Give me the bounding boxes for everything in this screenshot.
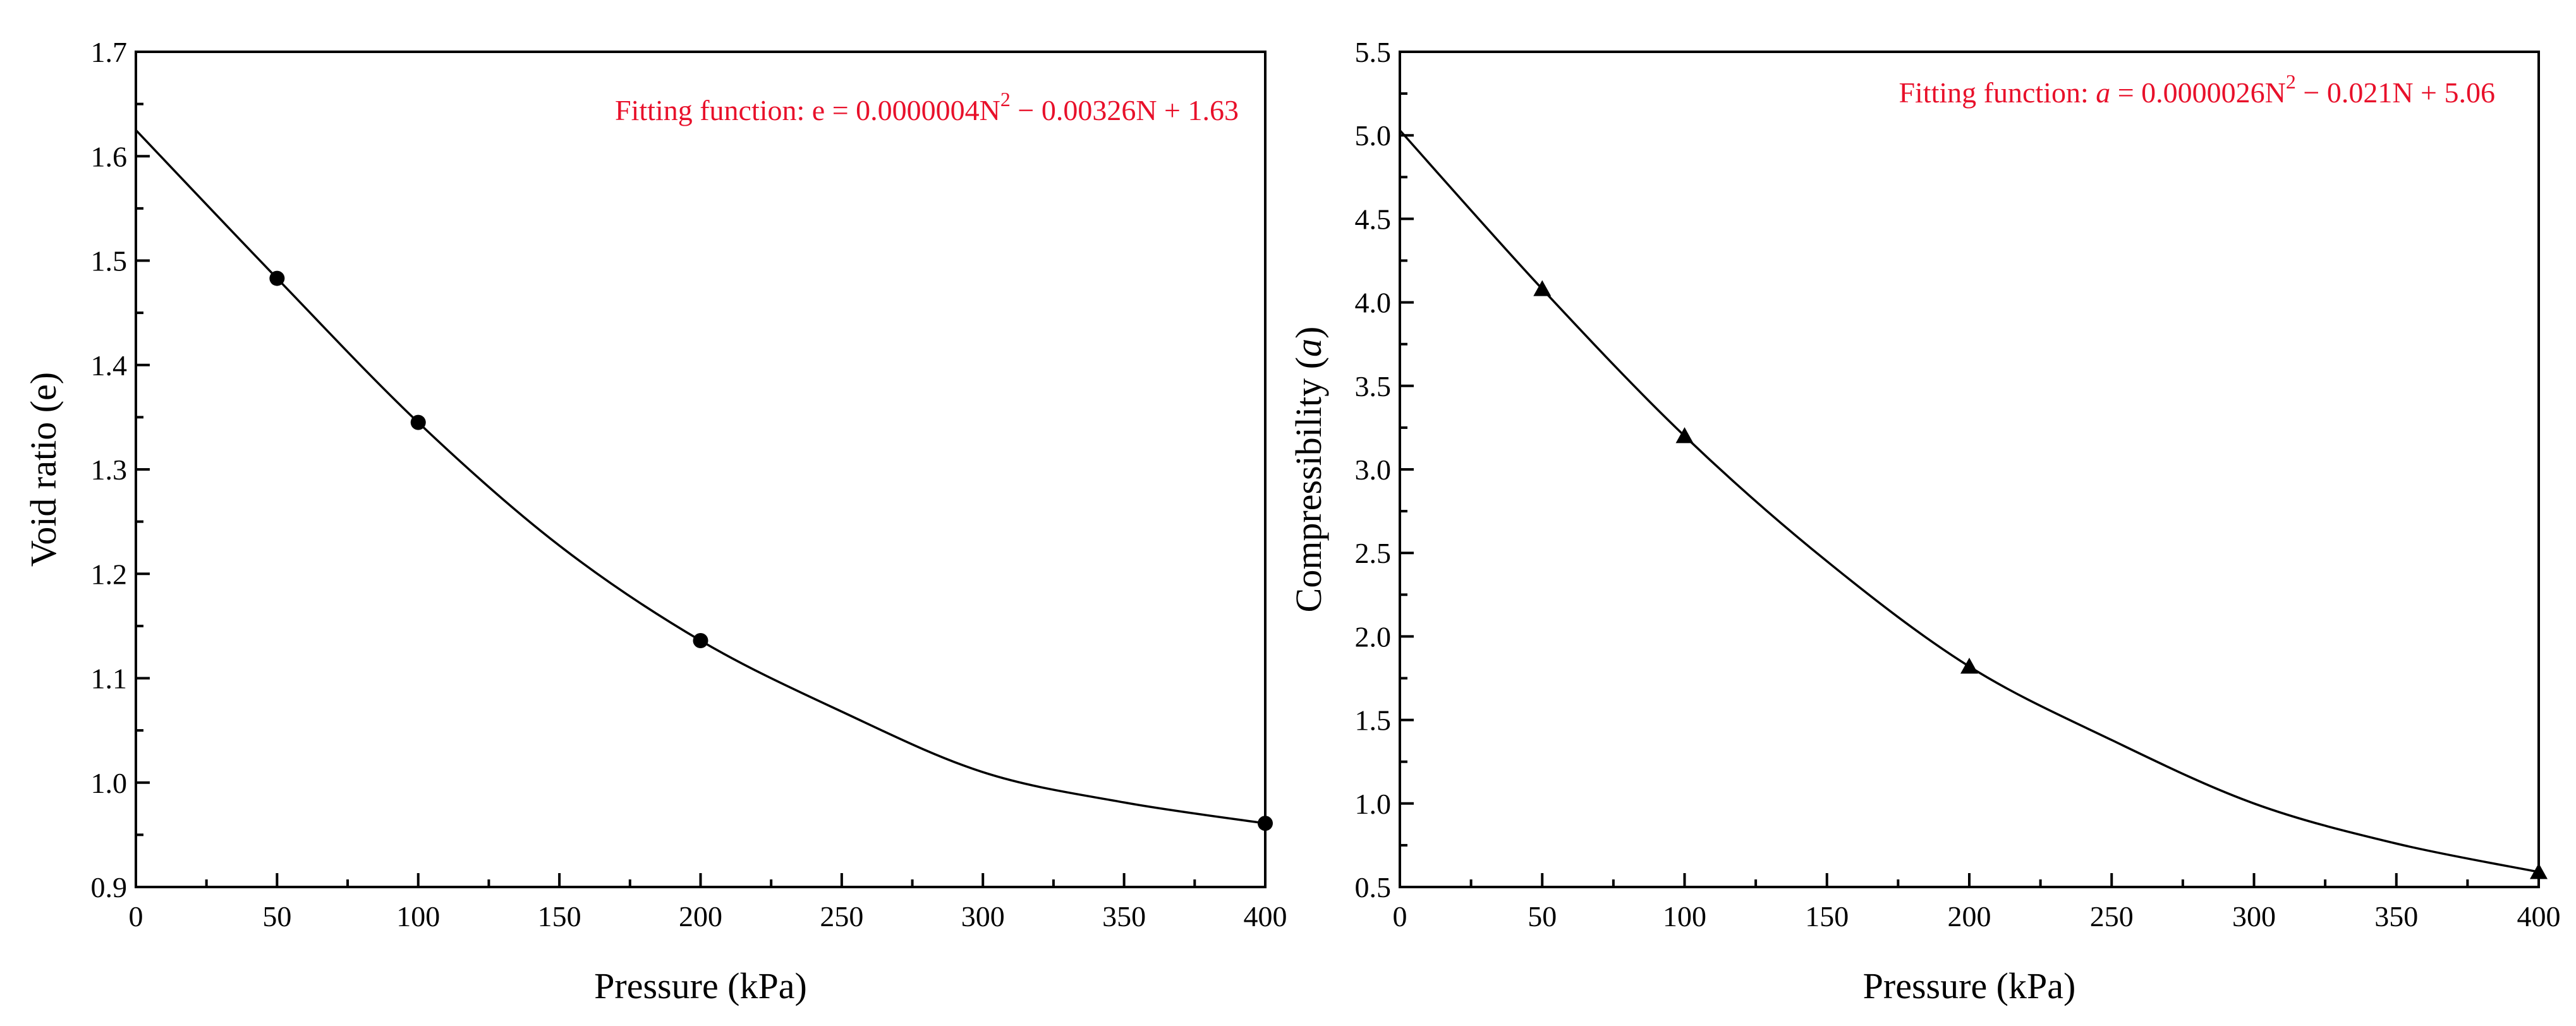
axis-ticks: 0 50 100 150 200 250 300 350 400 0.9 1.0 1.1 1.2 1.3 1… (91, 36, 1287, 932)
data-point (693, 633, 708, 649)
y-axis-title: Compressibility (a) (1288, 327, 1329, 613)
x-tick-label: 350 (1102, 900, 1146, 932)
void-ratio-chart: 0 50 100 150 200 250 300 350 400 0.9 1.0 1.1 1.2 1.3 1… (23, 36, 1287, 1006)
x-tick-label: 400 (1244, 900, 1287, 932)
x-tick-label: 300 (2232, 900, 2276, 932)
y-tick-label: 1.5 (1355, 704, 1392, 737)
x-axis-title: Pressure (kPa) (594, 965, 807, 1006)
fitting-curve (1399, 130, 2539, 873)
y-tick-label: 1.0 (1355, 788, 1392, 820)
x-tick-label: 350 (2374, 900, 2418, 932)
y-tick-label: 1.4 (91, 349, 128, 382)
x-tick-label: 100 (396, 900, 440, 932)
fitting-function-annotation: Fitting function: a = 0.0000026N2 − 0.02… (1899, 70, 2495, 109)
x-tick-label: 150 (538, 900, 581, 932)
x-tick-label: 50 (1528, 900, 1557, 932)
y-tick-label: 5.5 (1355, 36, 1392, 68)
void-ratio-marks (135, 129, 1273, 831)
fitting-function-annotation: Fitting function: e = 0.0000004N2 − 0.00… (615, 88, 1239, 126)
y-tick-label: 2.0 (1355, 620, 1392, 653)
plot-frame (1399, 51, 2540, 888)
y-axis-title: Void ratio (e) (23, 372, 64, 567)
x-tick-label: 200 (679, 900, 722, 932)
data-point (1960, 657, 1978, 674)
y-tick-label: 1.7 (91, 36, 128, 68)
x-tick-label: 50 (262, 900, 291, 932)
data-point (1533, 280, 1552, 296)
x-tick-label: 0 (1393, 900, 1407, 932)
y-tick-label: 2.5 (1355, 537, 1392, 569)
x-tick-label: 0 (129, 900, 143, 932)
x-tick-label: 250 (2090, 900, 2134, 932)
data-point (269, 270, 285, 286)
y-tick-label: 5.0 (1355, 119, 1392, 152)
plot-frame (135, 51, 1267, 888)
x-axis-title: Pressure (kPa) (1863, 965, 2076, 1006)
data-point (1675, 427, 1694, 444)
y-tick-label: 1.2 (91, 558, 128, 590)
y-tick-label: 1.3 (91, 454, 128, 486)
y-tick-label: 1.1 (91, 663, 128, 695)
y-tick-label: 3.0 (1355, 454, 1392, 486)
y-tick-label: 1.0 (91, 767, 128, 799)
x-tick-label: 100 (1663, 900, 1706, 932)
y-tick-label: 1.6 (91, 140, 128, 172)
x-tick-label: 150 (1805, 900, 1849, 932)
x-tick-label: 200 (1948, 900, 1991, 932)
x-tick-label: 250 (820, 900, 863, 932)
x-tick-label: 400 (2517, 900, 2561, 932)
compressibility-chart: 0 50 100 150 200 250 300 350 400 0.5 1.0 1.5 2.0 2.5 3… (1288, 36, 2561, 1006)
compressibility-marks (1399, 130, 2548, 879)
y-tick-label: 0.9 (91, 871, 128, 903)
fitting-curve (135, 129, 1266, 824)
y-tick-label: 4.5 (1355, 203, 1392, 235)
axis-ticks: 0 50 100 150 200 250 300 350 400 0.5 1.0 1.5 2.0 2.5 3… (1355, 36, 2561, 932)
x-tick-label: 300 (961, 900, 1005, 932)
y-tick-label: 0.5 (1355, 871, 1392, 903)
y-tick-label: 1.5 (91, 245, 128, 277)
y-tick-label: 3.5 (1355, 370, 1392, 402)
data-point (410, 414, 426, 430)
y-tick-label: 4.0 (1355, 287, 1392, 319)
